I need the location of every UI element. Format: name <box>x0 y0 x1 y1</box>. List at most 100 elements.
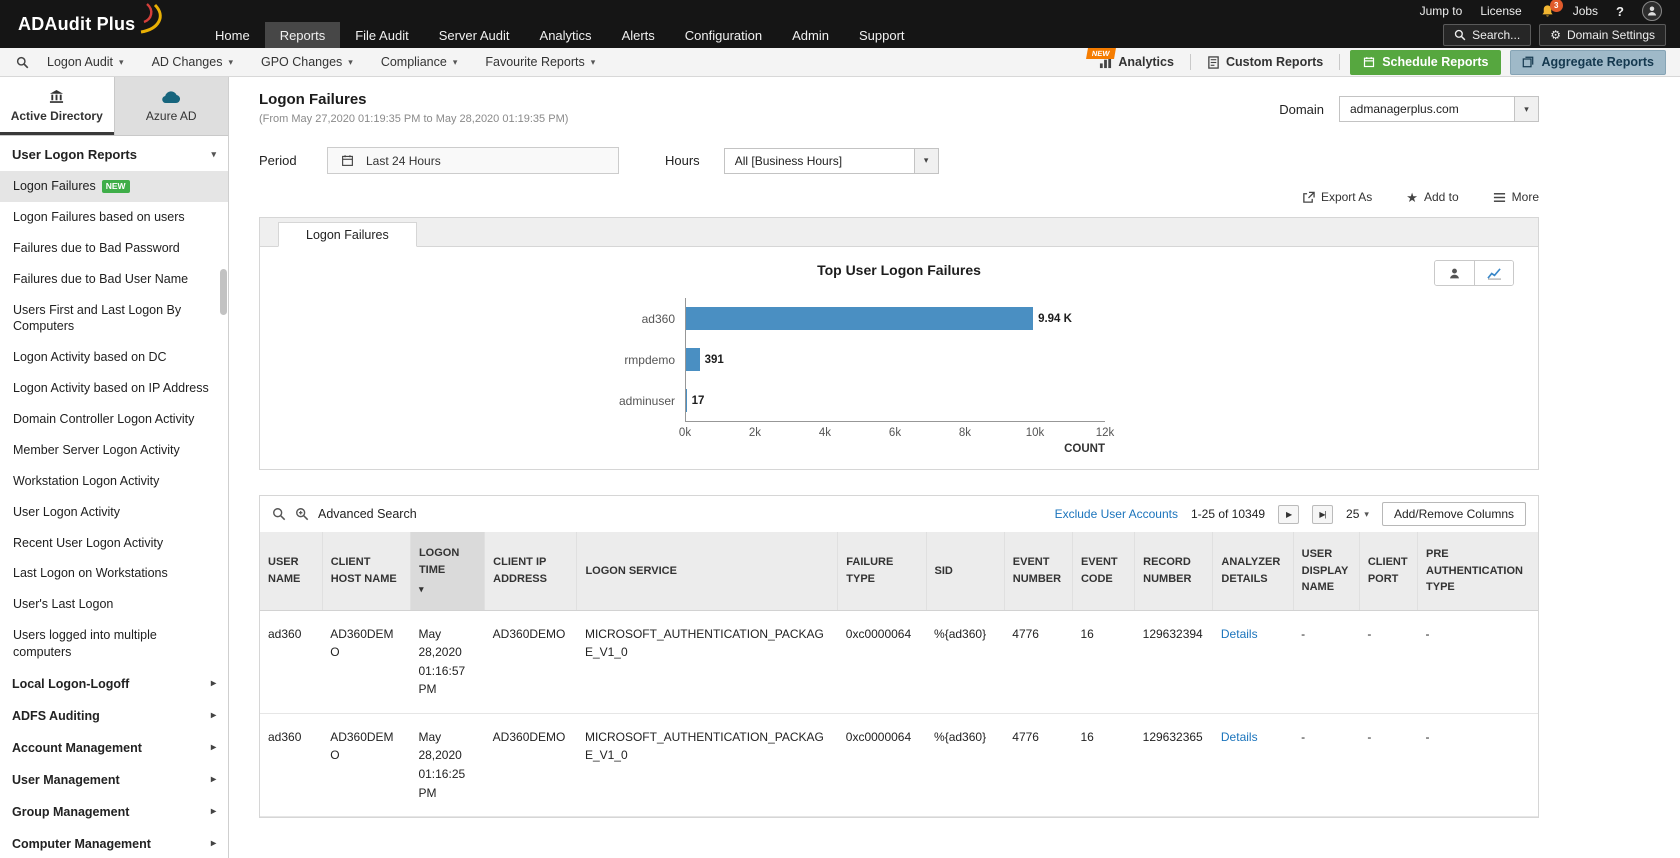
period-input[interactable]: Last 24 Hours <box>327 147 619 174</box>
details-link[interactable]: Details <box>1220 626 1258 641</box>
sidebar-scrollbar[interactable] <box>220 269 227 315</box>
nav-admin[interactable]: Admin <box>792 27 829 43</box>
menu-ad-changes[interactable]: AD Changes ▾ <box>152 55 233 69</box>
sidebar-item-member-server-logon-activity[interactable]: Member Server Logon Activity <box>0 435 228 466</box>
more-button[interactable]: More <box>1493 190 1539 204</box>
col-header-logon-time[interactable]: LOGON TIME ▾ <box>410 532 486 611</box>
sidebar-section-computer-management[interactable]: Computer Management ▸ <box>0 828 228 858</box>
details-link[interactable]: Details <box>1220 729 1258 744</box>
analytics-button[interactable]: NEW Analytics <box>1083 48 1190 76</box>
sidebar-section-adfs-auditing[interactable]: ADFS Auditing ▸ <box>0 700 228 732</box>
col-header-pre-authentication-type[interactable]: PRE AUTHENTICATION TYPE <box>1417 532 1538 611</box>
nav-support[interactable]: Support <box>858 27 905 43</box>
sidebar-item-label: Failures due to Bad User Name <box>13 271 189 286</box>
bar-rmpdemo[interactable] <box>686 348 700 371</box>
menu-compliance[interactable]: Compliance ▾ <box>381 55 458 69</box>
last-page-button[interactable]: ▶| <box>1312 504 1334 524</box>
sidebar-item-users-logged-into-multiple-computers[interactable]: Users logged into multiple computers <box>0 620 228 668</box>
sidebar-section-user-management[interactable]: User Management ▸ <box>0 764 228 796</box>
notifications-button[interactable]: 3 <box>1540 0 1563 19</box>
nav-alerts[interactable]: Alerts <box>621 27 655 43</box>
column-search-button[interactable] <box>272 507 286 521</box>
tab-logon-failures[interactable]: Logon Failures <box>278 222 417 247</box>
nav-file-audit[interactable]: File Audit <box>355 27 409 43</box>
add-to-button[interactable]: ★ Add to <box>1406 190 1458 204</box>
sidebar-item-logon-activity-based-on-dc[interactable]: Logon Activity based on DC <box>0 342 228 373</box>
sidebar-item-domain-controller-logon-activity[interactable]: Domain Controller Logon Activity <box>0 404 228 435</box>
menu-logon-audit[interactable]: Logon Audit ▾ <box>47 55 124 69</box>
domain-settings-button[interactable]: ⚙ Domain Settings <box>1539 24 1666 46</box>
nav-server-audit[interactable]: Server Audit <box>438 27 510 43</box>
custom-reports-button[interactable]: Custom Reports <box>1191 55 1339 69</box>
col-header-client-port[interactable]: CLIENT PORT <box>1359 532 1419 611</box>
sidebar-item-workstation-logon-activity[interactable]: Workstation Logon Activity <box>0 466 228 497</box>
sidebar-item-user-logon-activity[interactable]: User Logon Activity <box>0 497 228 528</box>
col-header-analyzer-details[interactable]: ANALYZER DETAILS <box>1212 532 1294 611</box>
user-view-button[interactable] <box>1435 261 1474 285</box>
domain-select[interactable]: admanagerplus.com ▾ <box>1339 96 1539 122</box>
nav-reports[interactable]: Reports <box>264 22 341 48</box>
exclude-user-accounts-link[interactable]: Exclude User Accounts <box>1054 507 1178 521</box>
col-header-failure-type[interactable]: FAILURE TYPE <box>837 532 927 611</box>
chart-view-button[interactable] <box>1474 261 1513 285</box>
sidebar-item-user-s-last-logon[interactable]: User's Last Logon <box>0 589 228 620</box>
bar-adminuser[interactable] <box>686 389 687 412</box>
search-button[interactable]: Search... <box>1443 24 1532 46</box>
section-user-logon-reports[interactable]: User Logon Reports ▾ <box>0 136 228 171</box>
bar-ad360[interactable] <box>686 307 1034 330</box>
sidebar-sections: Local Logon-Logoff ▸ ADFS Auditing ▸ Account… <box>0 668 228 858</box>
menu-favourite-reports[interactable]: Favourite Reports ▾ <box>485 55 595 69</box>
search-button-label: Search... <box>1472 28 1521 42</box>
jobs-link[interactable]: Jobs <box>1572 4 1599 18</box>
sidebar-item-logon-failures[interactable]: Logon Failures NEW <box>0 171 228 202</box>
nav-configuration[interactable]: Configuration <box>684 27 763 43</box>
nav-analytics[interactable]: Analytics <box>539 27 592 43</box>
sidebar-item-recent-user-logon-activity[interactable]: Recent User Logon Activity <box>0 528 228 559</box>
advanced-search-label[interactable]: Advanced Search <box>318 507 417 521</box>
add-remove-columns-button[interactable]: Add/Remove Columns <box>1381 502 1526 526</box>
sidebar-section-local-logon-logoff[interactable]: Local Logon-Logoff ▸ <box>0 668 228 700</box>
nav-home[interactable]: Home <box>215 27 250 43</box>
aggregate-reports-button[interactable]: Aggregate Reports <box>1510 49 1666 75</box>
sidebar-item-failures-due-to-bad-password[interactable]: Failures due to Bad Password <box>0 233 228 264</box>
jump-to-link[interactable]: Jump to <box>1419 4 1463 18</box>
chart-title: Top User Logon Failures <box>817 262 981 278</box>
sidebar-item-users-first-and-last-logon-by-computers[interactable]: Users First and Last Logon By Computers <box>0 295 228 343</box>
chart-area: Top User Logon Failures <box>260 247 1538 469</box>
sidebar-item-logon-activity-based-on-ip-address[interactable]: Logon Activity based on IP Address <box>0 373 228 404</box>
user-menu-button[interactable] <box>1642 1 1662 21</box>
col-header-logon-service[interactable]: LOGON SERVICE <box>576 532 839 611</box>
col-header-event-code[interactable]: EVENT CODE <box>1072 532 1136 611</box>
next-page-button[interactable]: ▶ <box>1278 504 1300 524</box>
col-header-client-host-name[interactable]: CLIENT HOST NAME <box>322 532 411 611</box>
menu-gpo-changes[interactable]: GPO Changes ▾ <box>261 55 353 69</box>
col-header-record-number[interactable]: RECORD NUMBER <box>1134 532 1214 611</box>
sidebar-item-failures-due-to-bad-user-name[interactable]: Failures due to Bad User Name <box>0 264 228 295</box>
gear-icon: ⚙ <box>1550 28 1561 42</box>
hours-select[interactable]: All [Business Hours] ▾ <box>723 147 939 174</box>
sidebar-section-group-management[interactable]: Group Management ▸ <box>0 796 228 828</box>
license-link[interactable]: License <box>1480 4 1522 18</box>
col-header-event-number[interactable]: EVENT NUMBER <box>1004 532 1073 611</box>
tab-active-directory[interactable]: Active Directory <box>0 77 114 135</box>
sidebar-item-logon-failures-based-on-users[interactable]: Logon Failures based on users <box>0 202 228 233</box>
sidebar-section-account-management[interactable]: Account Management ▸ <box>0 732 228 764</box>
export-as-button[interactable]: Export As <box>1302 190 1372 204</box>
col-header-client-ip-address[interactable]: CLIENT IP ADDRESS <box>484 532 578 611</box>
chevron-down-icon: ▾ <box>1364 508 1369 519</box>
col-header-user-name[interactable]: USER NAME <box>260 532 323 611</box>
col-header-sid[interactable]: SID <box>926 532 1005 611</box>
report-search-button[interactable] <box>16 56 29 69</box>
period-value: Last 24 Hours <box>366 153 441 168</box>
tab-azure-ad[interactable]: Azure AD <box>113 77 228 135</box>
col-header-user-display-name[interactable]: USER DISPLAY NAME <box>1293 532 1360 611</box>
chevron-right-icon: ▸ <box>210 710 216 722</box>
schedule-reports-button[interactable]: Schedule Reports <box>1350 49 1502 75</box>
sidebar-item-last-logon-on-workstations[interactable]: Last Logon on Workstations <box>0 558 228 589</box>
cell-user-name: ad360 <box>260 713 323 818</box>
app-logo[interactable]: ADAudit Plus <box>0 0 200 48</box>
help-button[interactable]: ? <box>1616 3 1624 19</box>
sort-caret-icon[interactable]: ▾ <box>418 584 424 594</box>
page-size-select[interactable]: 25 ▾ <box>1346 507 1369 521</box>
advanced-search-button[interactable] <box>295 507 309 521</box>
